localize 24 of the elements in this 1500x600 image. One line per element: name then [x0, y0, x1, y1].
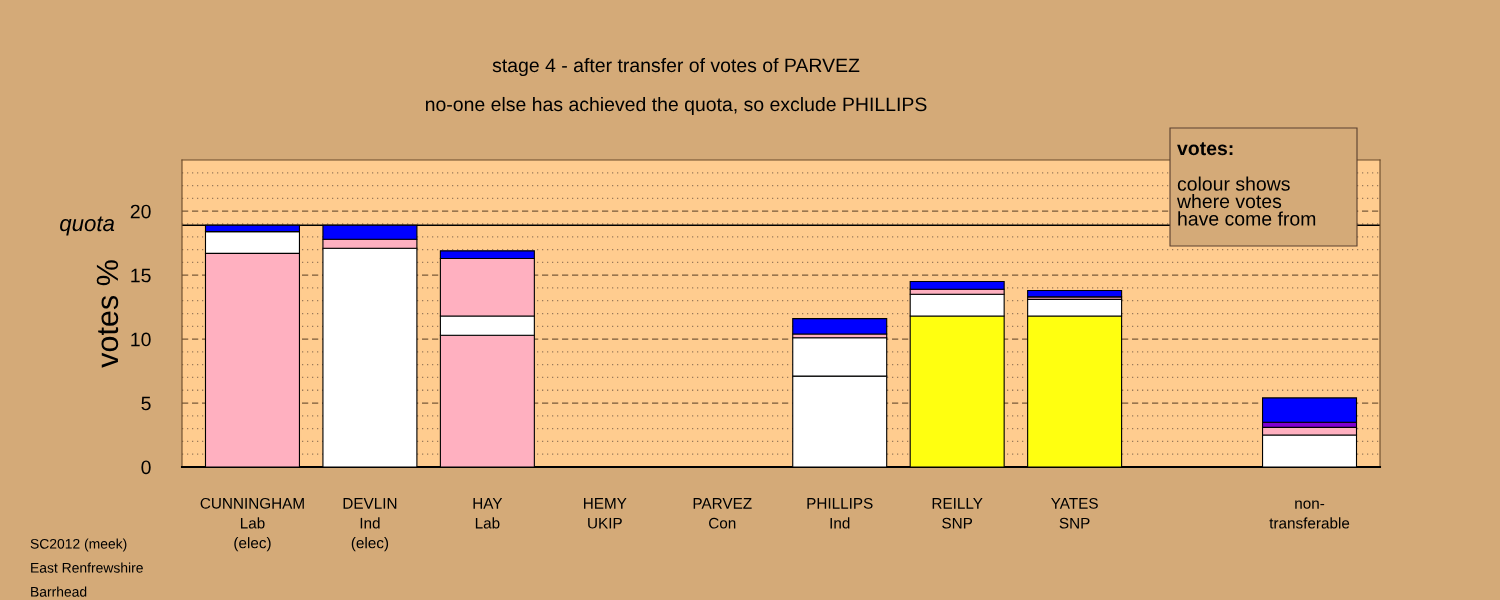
x-tick-label: HAY Lab [473, 498, 503, 529]
y-tick-label: 10 [131, 332, 151, 347]
y-tick-label: 0 [141, 460, 151, 475]
x-tick-label: PARVEZ Con [693, 498, 752, 529]
x-tick-label: HEMY UKIP [584, 498, 627, 529]
y-tick-label: 5 [141, 396, 151, 411]
x-tick-label: PHILLIPS Ind [807, 497, 873, 529]
text: Barrhead [31, 586, 87, 597]
chart-title: stage 4 - after transfer of votes of PARVEZ [492, 57, 860, 77]
bar [792, 318, 888, 335]
text: SC2012 (meek) [30, 538, 127, 552]
x-tick-label: YATES SNP [1051, 497, 1098, 529]
x-tick-label: DEVLIN Ind (elec) [343, 498, 397, 552]
text: East Renfrewshire [31, 562, 143, 573]
y-tick-label: 15 [131, 268, 151, 283]
bar [1027, 289, 1123, 298]
y-tick-label: 20 [130, 204, 151, 219]
ref-line-label: quota [60, 216, 115, 236]
annotation: votes: colour shows where votes have come from [1176, 142, 1316, 226]
x-tick-label: CUNNINGHAM Lab (elec) [200, 497, 304, 552]
y-axis-title: votes % [96, 260, 119, 368]
x-tick-label: non- transferable [1269, 500, 1350, 529]
x-tick-label: REILLY SNP [932, 498, 983, 529]
chart-subtitle: no-one else has achieved the quota, so exclude PHILLIPS [425, 96, 927, 116]
